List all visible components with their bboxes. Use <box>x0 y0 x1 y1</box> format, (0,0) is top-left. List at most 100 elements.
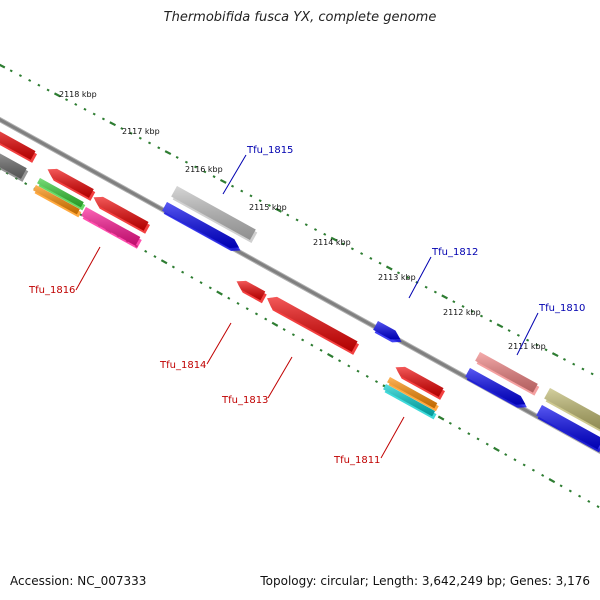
minor-tick <box>24 182 28 186</box>
minor-tick <box>587 499 591 503</box>
feature-fwd-gray <box>171 186 258 244</box>
feature-fwd-blue-1812-shade <box>373 321 401 340</box>
feature-rev-orange-1811 <box>387 377 439 412</box>
minor-tick <box>448 421 452 425</box>
minor-tick <box>559 484 563 488</box>
feature-rev-darkgray <box>0 153 29 182</box>
feature-rev-darkgray-shade <box>0 153 27 179</box>
minor-tick <box>489 319 493 323</box>
minor-tick <box>120 127 124 130</box>
major-tick <box>441 294 448 300</box>
leader-line <box>380 416 405 459</box>
minor-tick <box>203 170 207 174</box>
genome-summary-text: Topology: circular; Length: 3,642,249 bp… <box>260 574 590 588</box>
minor-tick <box>516 333 520 337</box>
minor-tick <box>485 442 489 446</box>
minor-tick <box>291 333 295 337</box>
major-tick <box>219 178 227 184</box>
leader-line <box>222 154 247 195</box>
feature-rev-red-edge <box>0 131 38 163</box>
minor-tick <box>396 271 401 275</box>
feature-rev-red-1811 <box>395 366 446 400</box>
minor-tick <box>338 359 342 363</box>
minor-tick <box>507 329 511 332</box>
minor-tick <box>433 290 437 294</box>
minor-tick <box>37 83 41 87</box>
feature-rev-red-b-shade <box>93 196 149 231</box>
minor-tick <box>406 276 410 280</box>
feature-rev-red-a <box>47 168 96 201</box>
major-tick <box>109 121 116 127</box>
minor-tick <box>28 78 32 82</box>
minor-tick <box>590 372 594 376</box>
minor-tick <box>522 463 526 467</box>
features <box>0 131 600 453</box>
minor-tick <box>184 160 188 164</box>
feature-rev-red-long <box>267 296 360 355</box>
minor-tick <box>258 199 262 203</box>
minor-tick <box>458 427 462 430</box>
minor-tick <box>424 285 428 289</box>
minor-tick <box>138 136 142 140</box>
minor-tick <box>452 300 456 304</box>
major-tick <box>0 63 6 69</box>
minor-tick <box>190 275 194 279</box>
minor-tick <box>65 98 69 102</box>
minor-tick <box>46 88 50 92</box>
minor-tick <box>295 218 299 222</box>
major-tick <box>271 321 279 327</box>
minor-tick <box>264 317 268 321</box>
major-tick <box>275 207 282 213</box>
kbp-label: 2114 kbp <box>313 238 351 247</box>
minor-tick <box>240 189 244 193</box>
minor-tick <box>378 261 382 265</box>
feature-rev-orange-a-shade <box>33 185 80 215</box>
kbp-label: 2115 kbp <box>249 203 287 212</box>
minor-tick <box>9 69 13 73</box>
gene-label: Tfu_1814 <box>159 360 206 371</box>
minor-tick <box>504 453 508 456</box>
minor-tick <box>212 175 216 179</box>
minor-tick <box>479 314 484 318</box>
minor-tick <box>467 432 471 436</box>
minor-tick <box>562 357 567 361</box>
minor-tick <box>365 374 369 378</box>
minor-tick <box>356 369 360 373</box>
feature-rev-red-small-shade <box>236 280 266 301</box>
minor-tick <box>568 489 572 493</box>
minor-tick <box>148 141 152 145</box>
major-tick <box>164 150 172 156</box>
feature-fwd-blue-edge-shade <box>536 405 600 450</box>
minor-tick <box>286 213 290 217</box>
major-tick <box>330 236 338 242</box>
minor-tick <box>282 328 286 331</box>
feature-rev-red-a-shade <box>47 168 94 198</box>
kbp-label: 2112 kbp <box>443 308 481 317</box>
feature-rev-cyan-1811 <box>383 384 437 420</box>
minor-tick <box>230 184 235 188</box>
minor-tick <box>350 247 354 251</box>
minor-tick <box>171 265 175 269</box>
minor-tick <box>313 228 318 231</box>
feature-fwd-gray-shade <box>171 186 256 241</box>
minor-tick <box>129 131 133 135</box>
minor-tick <box>301 338 305 342</box>
feature-fwd-blue-1815-shade <box>162 202 239 248</box>
major-tick <box>53 92 61 98</box>
minor-tick <box>374 380 379 384</box>
minor-tick <box>513 458 517 462</box>
map-title: Thermobifida fusca YX, complete genome <box>163 10 437 25</box>
minor-tick <box>531 468 535 472</box>
minor-tick <box>369 256 373 260</box>
minor-tick <box>544 348 548 352</box>
minor-tick <box>323 232 327 236</box>
minor-tick <box>304 223 308 227</box>
feature-rev-red-edge-shade <box>0 131 36 160</box>
minor-tick <box>360 252 364 256</box>
minor-tick <box>596 505 600 509</box>
feature-rev-magenta <box>81 207 142 249</box>
minor-tick <box>74 103 78 106</box>
minor-tick <box>101 117 105 121</box>
outer-tick-track <box>0 63 600 380</box>
